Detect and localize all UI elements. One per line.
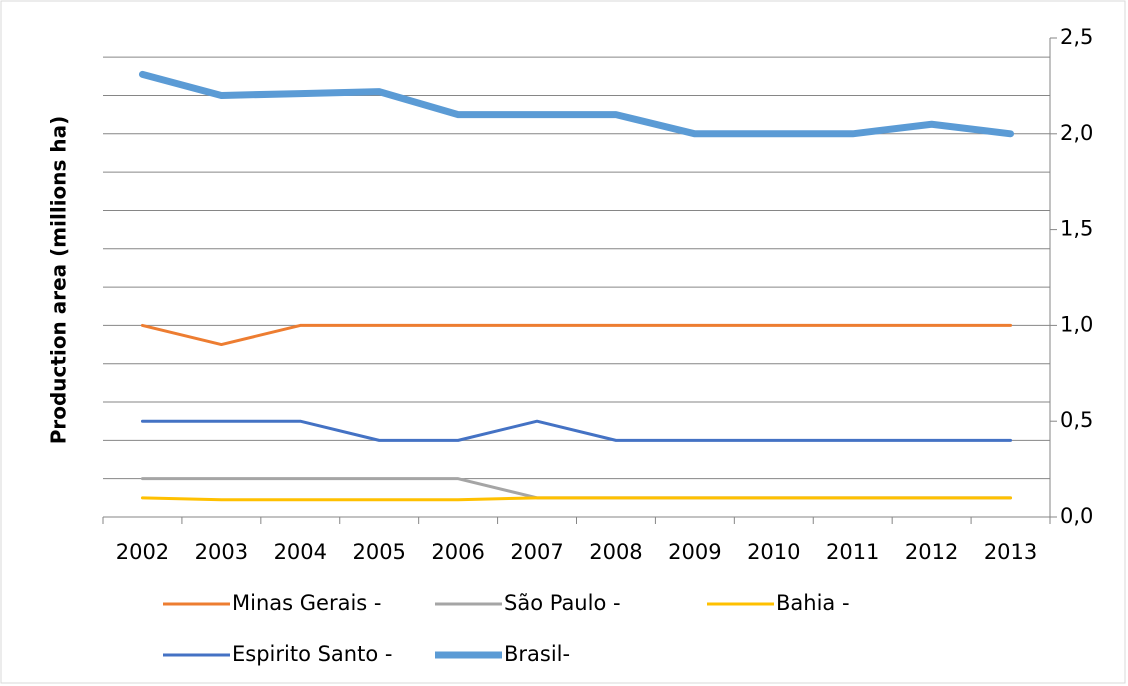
x-tick-label: 2007 [510, 540, 563, 564]
x-tick-label: 2013 [984, 540, 1037, 564]
x-tick-label: 2004 [274, 540, 327, 564]
x-tick-label: 2006 [431, 540, 484, 564]
y-axis-label: Production area (millions ha) [47, 116, 71, 445]
series-line [140, 419, 1013, 442]
x-tick-label: 2009 [668, 540, 721, 564]
series-line [140, 496, 1013, 502]
x-tick-label: 2010 [747, 540, 800, 564]
x-tick-label: 2011 [826, 540, 879, 564]
y-tick-label: 1,0 [1060, 312, 1093, 336]
legend-label: São Paulo - [504, 591, 621, 615]
series-line [140, 323, 1013, 347]
x-tick-label: 2003 [195, 540, 248, 564]
x-tick-label: 2012 [905, 540, 958, 564]
legend-label: Minas Gerais - [232, 591, 381, 615]
legend-label: Espirito Santo - [232, 642, 392, 666]
y-tick-label: 0,0 [1060, 504, 1093, 528]
x-tick-label: 2005 [352, 540, 405, 564]
series-line [138, 70, 1015, 138]
legend-label: Brasil- [504, 642, 570, 666]
legend-label: Bahia - [776, 591, 850, 615]
y-tick-label: 1,5 [1060, 217, 1093, 241]
x-tick-label: 2002 [116, 540, 169, 564]
y-tick-label: 2,5 [1060, 25, 1093, 49]
x-tick-label: 2008 [589, 540, 642, 564]
y-tick-label: 0,5 [1060, 408, 1093, 432]
y-tick-label: 2,0 [1060, 121, 1093, 145]
